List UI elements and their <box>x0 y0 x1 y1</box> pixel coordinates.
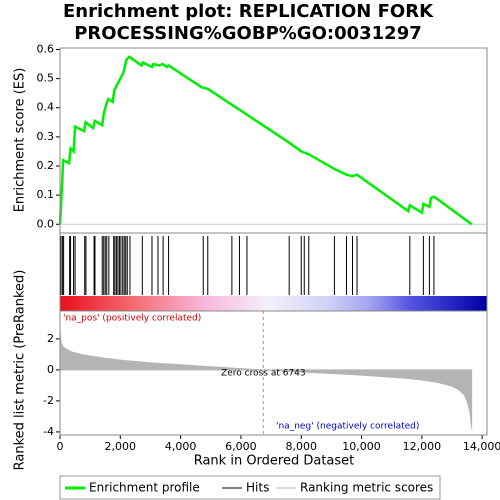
x-tick-label: 2,000 <box>105 440 137 453</box>
y-tick-label: 0.0 <box>37 217 55 230</box>
neg-label: 'na_neg' (negatively correlated) <box>276 422 419 432</box>
x-tick-label: 0 <box>57 440 64 453</box>
legend-label: Enrichment profile <box>89 481 200 495</box>
x-tick-label: 6,000 <box>225 440 257 453</box>
metric-area <box>59 329 473 429</box>
rank-color-bar <box>60 296 487 311</box>
plot-frame <box>59 310 488 436</box>
y-tick-label: 0.5 <box>37 72 55 85</box>
y-tick-label: 2 <box>47 332 54 345</box>
chart-title: Enrichment plot: REPLICATION FORK <box>63 1 434 22</box>
chart-title: PROCESSING%GOBP%GO:0031297 <box>74 23 422 44</box>
y-tick-label: -4 <box>43 425 54 438</box>
y-tick-label: 0 <box>47 363 54 376</box>
y-tick-label: 0.4 <box>37 101 55 114</box>
x-tick-label: 12,000 <box>403 440 442 453</box>
x-tick-label: 14,000 <box>463 440 500 453</box>
y-tick-label: 0.1 <box>37 188 55 201</box>
x-axis-label: Rank in Ordered Dataset <box>194 454 355 469</box>
x-tick-label: 8,000 <box>285 440 317 453</box>
pos-label: 'na_pos' (positively correlated) <box>63 314 201 324</box>
y-axis-label: Enrichment score (ES) <box>13 68 28 213</box>
x-tick-label: 10,000 <box>342 440 381 453</box>
legend-label: Ranking metric scores <box>300 481 433 495</box>
x-tick-label: 4,000 <box>165 440 197 453</box>
y-axis-label: Ranked list metric (PreRanked) <box>13 270 28 471</box>
legend <box>59 475 441 500</box>
y-tick-label: 0.6 <box>37 42 55 55</box>
es-curve <box>58 55 473 226</box>
zero-cross-label: Zero cross at 6743 <box>221 369 306 379</box>
legend-label: Hits <box>246 481 269 495</box>
y-tick-label: 0.2 <box>37 159 55 172</box>
y-tick-label: 0.3 <box>37 130 55 143</box>
y-tick-label: -2 <box>43 394 54 407</box>
